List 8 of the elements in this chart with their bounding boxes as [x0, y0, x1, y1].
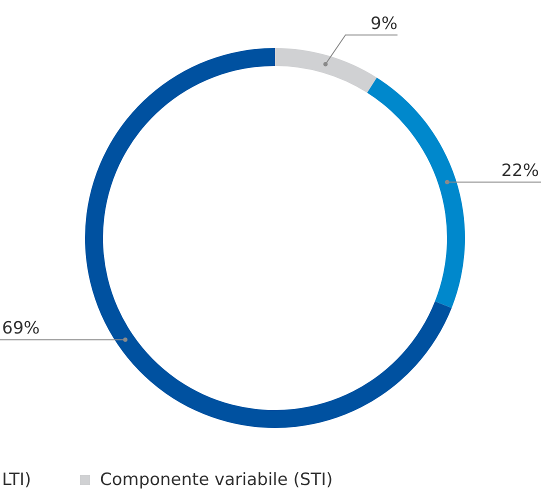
donut-slice [367, 78, 465, 308]
data-label: 69% [2, 318, 40, 339]
legend-label: Componente variabile (STI) [100, 470, 333, 490]
donut-slice [85, 48, 452, 428]
data-label: 9% [370, 14, 398, 34]
text: LTI) [2, 470, 32, 490]
data-label: 22% [501, 161, 539, 182]
donut-slice [275, 48, 377, 93]
